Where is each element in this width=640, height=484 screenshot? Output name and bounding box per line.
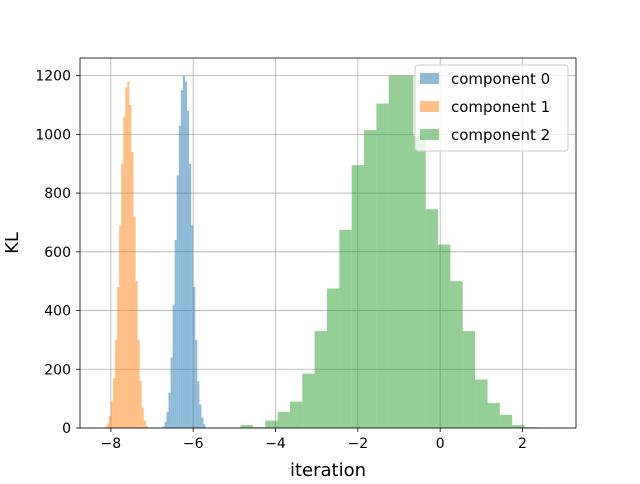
series-2-bar-7 [326,288,340,428]
series-1-bar-18 [141,407,144,428]
x-tick-label-5: 2 [518,436,527,452]
series-0-bar-9 [180,90,183,429]
series-1-bar-1 [106,423,109,428]
x-ticks-layer: −8 −6 −4 −2 0 2 [101,428,527,452]
series-2-bar-2 [265,420,278,428]
series-2-bar-23 [524,427,537,428]
series-0-bar-8 [178,125,181,429]
legend-swatch-2 [420,129,439,140]
series-2-bar-0 [240,425,253,428]
series-0-bar-13 [189,163,192,428]
series-0-bars [162,75,206,429]
series-2-bar-22 [512,425,525,428]
series-2-bar-18 [462,331,476,428]
series-1-bar-6 [117,287,120,428]
x-tick-label-2: −4 [265,436,286,452]
y-tick-label-3: 600 [44,245,71,261]
series-2-bar-10 [364,129,377,428]
series-0-bar-3 [168,392,171,428]
series-0-bar-18 [199,404,202,428]
series-1-bar-9 [123,116,126,428]
legend-swatch-0 [420,73,439,84]
series-0-bar-6 [174,240,177,428]
x-axis-label: iteration [290,460,366,480]
series-1-bar-8 [121,163,124,428]
y-tick-label-2: 400 [44,304,71,320]
legend-frame [414,64,569,152]
series-0-bar-19 [201,417,204,428]
series-2-bar-9 [351,165,365,428]
series-1-bar-7 [119,225,122,428]
y-axis-label: KL [2,232,23,254]
x-tick-label-4: 0 [436,436,445,452]
series-1-bar-12 [129,104,132,428]
series-2-bar-5 [302,373,315,428]
series-2-bars [240,75,537,429]
series-1-bar-5 [114,339,118,428]
series-2-bar-12 [388,75,402,428]
legend-label-0: component 0 [451,70,550,88]
series-0-bar-20 [203,424,206,428]
x-tick-label-1: −6 [183,436,204,452]
series-1-bar-14 [133,216,136,428]
series-0-bar-7 [176,175,179,428]
series-2-bar-15 [425,209,439,428]
series-2-bar-19 [475,379,488,428]
series-1-bar-3 [110,401,113,428]
series-2-bar-13 [401,75,414,428]
series-1-bar-0 [104,426,107,428]
series-1-bar-19 [143,420,146,428]
series-2-bar-6 [314,331,327,428]
series-1-bar-10 [125,87,128,428]
series-0-bar-11 [184,81,188,428]
series-2-bar-11 [376,103,389,429]
x-tick-label-3: −2 [348,436,369,452]
y-tick-label-6: 1200 [35,69,71,85]
series-0-bar-2 [166,411,169,428]
series-0-bar-1 [164,422,167,428]
series-2-bar-3 [277,411,290,428]
series-2-bar-8 [339,229,352,428]
legend-label-1: component 1 [451,98,550,116]
series-2-bar-4 [289,401,303,428]
y-tick-label-0: 0 [62,421,71,437]
series-2-bar-20 [487,403,500,428]
legend: component 0 component 1 component 2 [414,64,569,152]
series-0-bar-10 [182,75,185,428]
legend-entries: component 0 component 1 component 2 [420,70,550,144]
legend-label-2: component 2 [451,126,550,144]
series-0-bar-0 [162,426,165,428]
y-tick-label-1: 200 [44,362,71,378]
series-0-bar-14 [191,225,194,428]
y-ticks-layer: 0 200 400 600 800 1000 1200 [35,69,80,437]
series-0-bar-16 [195,339,198,428]
series-1-bar-17 [139,381,142,428]
series-0-bar-12 [187,110,190,428]
legend-swatch-1 [420,101,439,112]
series-2-bar-1 [252,427,266,428]
bars-layer [104,75,537,429]
series-1-bar-13 [131,151,134,428]
y-tick-label-5: 1000 [35,127,71,143]
x-tick-label-0: −8 [101,436,122,452]
series-1-bar-4 [112,378,115,428]
series-1-bar-2 [108,416,111,428]
series-2-bar-21 [499,414,513,428]
series-2-bar-17 [450,281,463,428]
series-0-bar-15 [193,287,196,428]
y-tick-label-4: 800 [44,186,71,202]
series-2-bar-14 [413,135,426,429]
axes-frame [79,57,577,429]
series-1-bar-20 [145,425,148,428]
series-1-bars [104,81,148,428]
series-0-bar-17 [197,381,200,428]
series-1-bar-15 [135,281,138,428]
series-1-bar-16 [137,339,140,428]
series-0-bar-4 [170,357,173,428]
series-0-bar-5 [172,304,175,428]
series-2-bar-16 [438,244,451,428]
series-1-bar-11 [127,81,130,428]
